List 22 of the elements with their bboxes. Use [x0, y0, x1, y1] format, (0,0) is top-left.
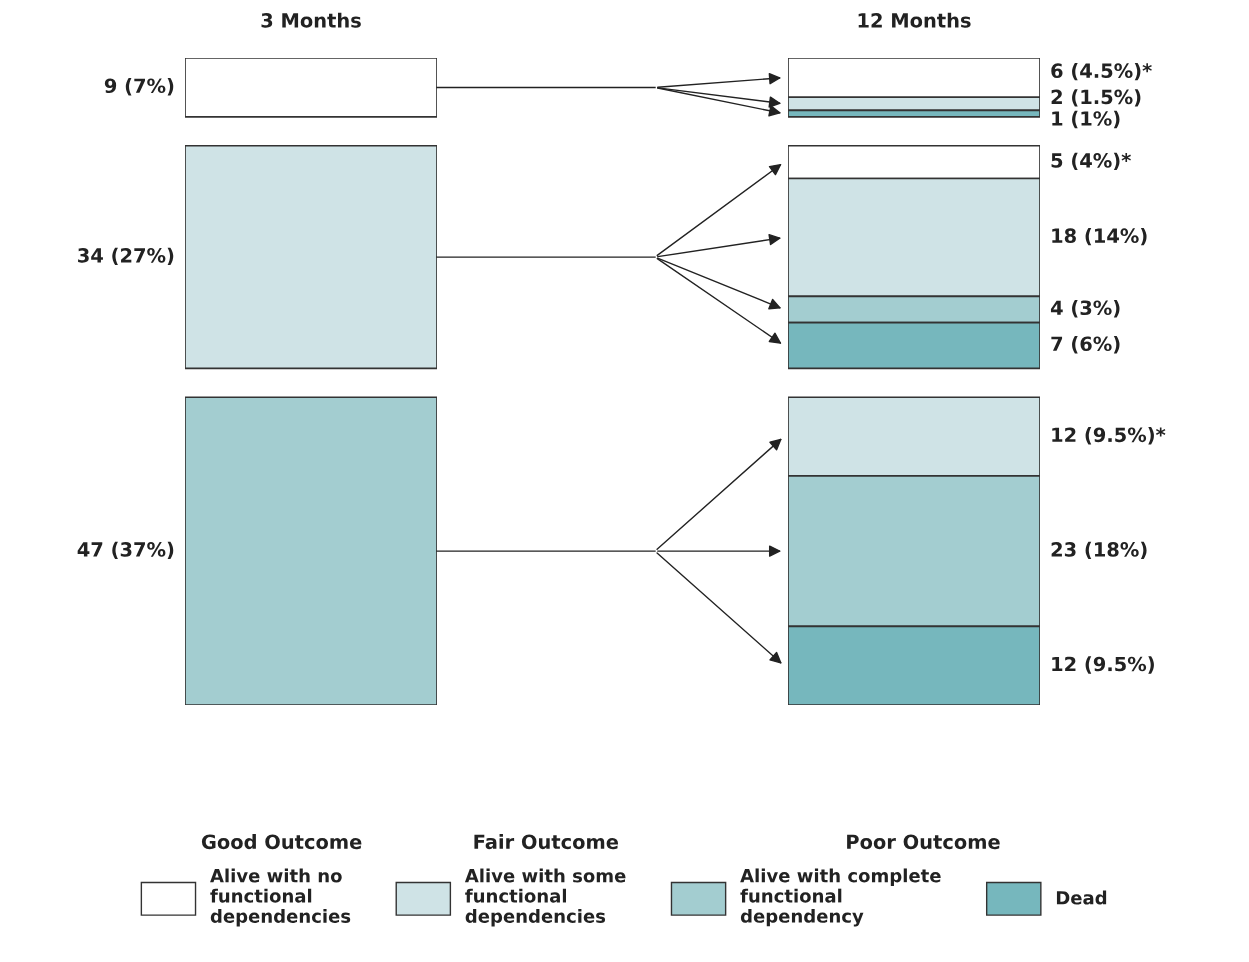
data-label: 2 (1.5%): [1051, 89, 1141, 107]
data-label: 23 (18%): [1051, 541, 1147, 560]
data-label: 7 (6%): [1051, 336, 1120, 354]
text: 12 Months: [858, 12, 971, 28]
data-label: 47 (37%): [77, 541, 174, 560]
text: Good Outcome: [201, 834, 362, 850]
text: Poor Outcome: [847, 834, 1000, 850]
data-label: 5 (4%)*: [1051, 152, 1131, 171]
category-label: Alive with no functional dependencies: [210, 868, 351, 927]
data-label: 9 (7%): [104, 78, 174, 96]
data-label: 1 (1%): [1052, 110, 1120, 129]
category-label: Dead: [1056, 890, 1107, 905]
data-label: 4 (3%): [1050, 300, 1120, 318]
category-label: Alive with some functional dependencies: [464, 868, 626, 927]
data-label: 18 (14%): [1052, 228, 1147, 246]
data-label: 6 (4.5%)*: [1051, 63, 1152, 81]
category-label: Alive with complete functional dependency: [740, 868, 941, 927]
text: Fair Outcome: [474, 834, 619, 850]
text: 3 Months: [261, 12, 361, 28]
data-label: 12 (9.5%)*: [1052, 427, 1166, 445]
data-label: 34 (27%): [78, 247, 174, 266]
data-label: 12 (9.5%): [1052, 656, 1154, 674]
